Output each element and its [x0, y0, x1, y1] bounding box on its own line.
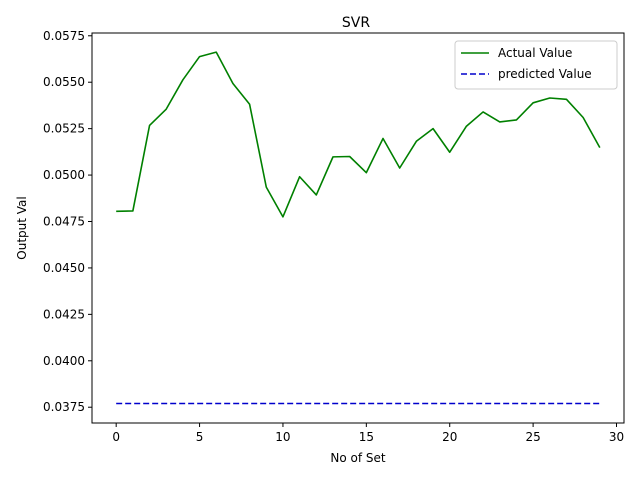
chart-title: SVR — [342, 15, 370, 31]
legend-label: Actual Value — [498, 46, 572, 60]
legend: Actual Value predicted Value — [454, 40, 618, 90]
x-tick-label: 0 — [112, 430, 120, 444]
y-tick-label: 0.0375 — [43, 400, 85, 414]
x-tick-label: 5 — [196, 430, 204, 444]
series-line-1 — [116, 51, 601, 218]
legend-label: predicted Value — [498, 67, 592, 81]
y-tick-label: 0.0425 — [43, 307, 85, 321]
x-tick-label: 15 — [359, 430, 374, 444]
y-tick-label: 0.0575 — [43, 29, 85, 43]
plot-area — [116, 51, 601, 405]
plot-frame — [91, 32, 625, 424]
x-axis-label: No of Set — [330, 451, 386, 465]
y-tick-label: 0.0475 — [43, 215, 85, 229]
x-tick-label: 10 — [275, 430, 290, 444]
x-axis: 0 5 10 15 20 25 30 — [112, 423, 624, 444]
y-tick-label: 0.0550 — [43, 75, 85, 89]
x-tick-label: 20 — [442, 430, 457, 444]
y-tick-label: 0.0500 — [43, 168, 85, 182]
y-axis-label: Output Val — [15, 196, 29, 259]
x-tick-label: 25 — [525, 430, 540, 444]
legend-box — [454, 40, 618, 90]
x-tick-label: 30 — [609, 430, 624, 444]
y-axis: 0.0375 0.0400 0.0425 0.0450 0.0475 0.0500 0.05… — [43, 29, 92, 414]
y-tick-label: 0.0400 — [43, 354, 85, 368]
y-tick-label: 0.0525 — [43, 122, 85, 136]
y-tick-label: 0.0450 — [43, 261, 85, 275]
